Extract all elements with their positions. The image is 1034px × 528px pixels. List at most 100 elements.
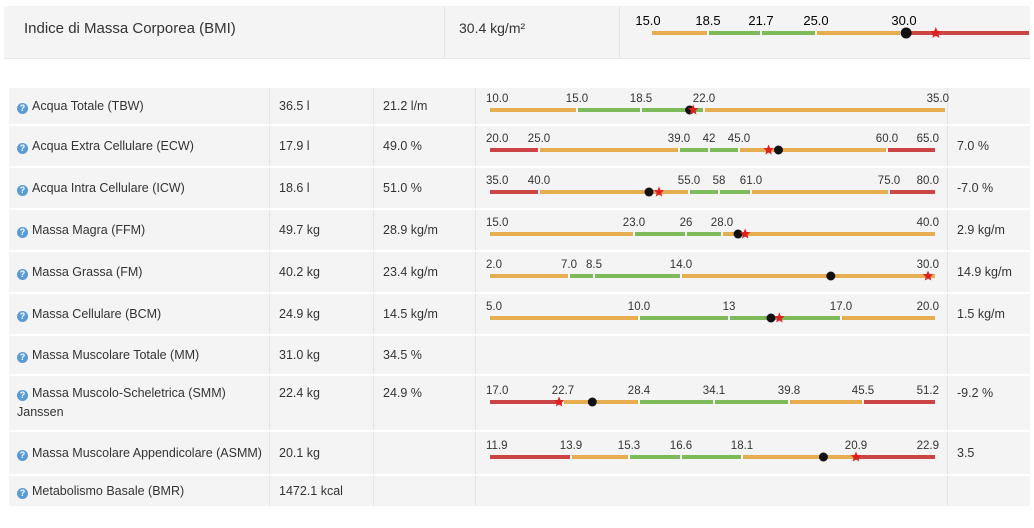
column-divider (947, 336, 948, 374)
gauge-tick-label: 14.0 (670, 259, 692, 271)
range-gauge: 15.0 23.0 26 28.0 40.0 (486, 217, 939, 239)
column-divider (269, 336, 270, 374)
normalized-value: 49.0 % (383, 139, 422, 153)
gauge-tick-label: 40.0 (917, 217, 939, 229)
reference-star-marker (653, 186, 665, 197)
table-row: ? Massa Grassa (FM) 40.2 kg 23.4 kg/m 14.9 k… (9, 252, 1030, 294)
column-divider (373, 336, 374, 374)
gauge-tick-label: 40.0 (528, 175, 550, 187)
column-divider (475, 476, 476, 506)
info-icon[interactable]: ? (17, 143, 28, 154)
deviation-value: 7.0 % (957, 139, 989, 153)
reference-star-marker (922, 270, 934, 281)
measure-name-subtitle: Janssen (17, 405, 64, 419)
gauge-tick-label: 18.1 (731, 440, 753, 452)
table-row: ? Massa Muscolo-Scheletrica (SMM) Janssen 2… (9, 376, 1030, 432)
absolute-value: 20.1 kg (279, 446, 321, 460)
info-icon[interactable]: ? (17, 390, 28, 401)
bmi-row: Indice di Massa Corporea (BMI) 30.4 kg/m… (4, 6, 1030, 59)
gauge-tick-label: 23.0 (623, 217, 645, 229)
column-divider (475, 252, 476, 292)
absolute-value: 31.0 kg (279, 348, 321, 362)
normalized-value: 14.5 kg/m (383, 307, 438, 321)
measure-name: ? Acqua Extra Cellulare (ECW) (17, 139, 194, 154)
current-value-marker (644, 187, 654, 197)
measure-name: ? Massa Magra (FFM) (17, 223, 145, 238)
absolute-value: 22.4 kg (279, 386, 321, 400)
deviation-value: 1.5 kg/m (957, 307, 1005, 321)
current-value-marker (900, 27, 912, 39)
column-divider (947, 376, 948, 430)
info-icon[interactable]: ? (17, 352, 28, 363)
gauge-tick-label: 45.0 (728, 133, 750, 145)
gauge-tick-label: 15.0 (486, 217, 508, 229)
measure-name-label: Massa Muscolare Appendicolare (ASMM) (32, 446, 262, 460)
table-row: ? Acqua Intra Cellulare (ICW) 18.6 l 51.0 %… (9, 168, 1030, 210)
column-divider (947, 88, 948, 124)
normalized-value: 21.2 l/m (383, 99, 428, 113)
deviation-value: -9.2 % (957, 386, 994, 400)
range-gauge: 2.0 7.0 8.5 14.0 30.0 (486, 259, 939, 281)
reference-star-marker (930, 27, 942, 38)
gauge-tick-label: 20.0 (917, 301, 939, 313)
column-divider (269, 294, 270, 334)
normalized-value: 34.5 % (383, 348, 422, 362)
current-value-marker (766, 313, 776, 323)
info-icon[interactable]: ? (17, 185, 28, 196)
info-icon[interactable]: ? (17, 227, 28, 238)
range-gauge: 20.0 25.0 39.0 42 45.0 60.0 65.0 (486, 133, 939, 155)
measure-name-label: Massa Cellulare (BCM) (32, 307, 162, 321)
info-icon[interactable]: ? (17, 103, 28, 114)
absolute-value: 1472.1 kcal (279, 484, 343, 498)
info-icon[interactable]: ? (17, 311, 28, 322)
gauge-tick-label: 58 (713, 175, 726, 187)
gauge-tick-label: 15.0 (635, 13, 660, 28)
column-divider (475, 336, 476, 374)
normalized-value: 28.9 kg/m (383, 223, 438, 237)
gauge-tick-label: 13 (723, 301, 736, 313)
absolute-value: 40.2 kg (279, 265, 321, 279)
column-divider (269, 476, 270, 506)
gauge-tick-label: 21.7 (748, 13, 773, 28)
table-row: ? Metabolismo Basale (BMR) 1472.1 kcal (9, 476, 1030, 508)
gauge-tick-label: 45.5 (852, 385, 874, 397)
reference-star-marker (687, 104, 699, 115)
column-divider (947, 252, 948, 292)
measure-name-label: Acqua Extra Cellulare (ECW) (32, 139, 194, 153)
current-value-marker (733, 229, 743, 239)
body-composition-table: ? Acqua Totale (TBW) 36.5 l 21.2 l/m 10.0 15.… (9, 88, 1030, 508)
normalized-value: 24.9 % (383, 386, 422, 400)
current-value-marker (587, 397, 597, 407)
table-row: ? Acqua Totale (TBW) 36.5 l 21.2 l/m 10.0 15.… (9, 88, 1030, 126)
gauge-tick-label: 16.6 (670, 440, 692, 452)
gauge-tick-label: 26 (680, 217, 693, 229)
column-divider (373, 432, 374, 474)
reference-star-marker (739, 228, 751, 239)
measure-name: ? Massa Cellulare (BCM) (17, 307, 161, 322)
column-divider (373, 376, 374, 430)
column-divider (947, 126, 948, 166)
measure-name: ? Acqua Totale (TBW) (17, 99, 144, 114)
range-gauge: 11.9 13.9 15.3 16.6 18.1 20.9 22.9 (486, 440, 939, 462)
measure-name-label: Acqua Intra Cellulare (ICW) (32, 181, 185, 195)
range-gauge: 17.0 22.7 28.4 34.1 39.8 45.5 51.2 (486, 385, 939, 407)
gauge-tick-label: 55.0 (678, 175, 700, 187)
info-icon[interactable]: ? (17, 450, 28, 461)
absolute-value: 17.9 l (279, 139, 310, 153)
info-icon[interactable]: ? (17, 488, 28, 499)
measure-name-label: Acqua Totale (TBW) (32, 99, 144, 113)
gauge-tick-label: 10.0 (486, 93, 508, 105)
normalized-value: 23.4 kg/m (383, 265, 438, 279)
gauge-tick-label: 22.0 (693, 93, 715, 105)
gauge-tick-label: 34.1 (703, 385, 725, 397)
gauge-tick-label: 20.0 (486, 133, 508, 145)
bmi-gauge: 15.0 18.5 21.7 25.0 30.0 (635, 13, 1029, 39)
absolute-value: 36.5 l (279, 99, 310, 113)
gauge-tick-label: 80.0 (917, 175, 939, 187)
deviation-value: 2.9 kg/m (957, 223, 1005, 237)
info-icon[interactable]: ? (17, 269, 28, 280)
column-divider (373, 210, 374, 250)
reference-star-marker (763, 144, 774, 155)
table-row: ? Massa Magra (FFM) 49.7 kg 28.9 kg/m 2.9 kg… (9, 210, 1030, 252)
gauge-tick-label: 28.4 (628, 385, 651, 397)
